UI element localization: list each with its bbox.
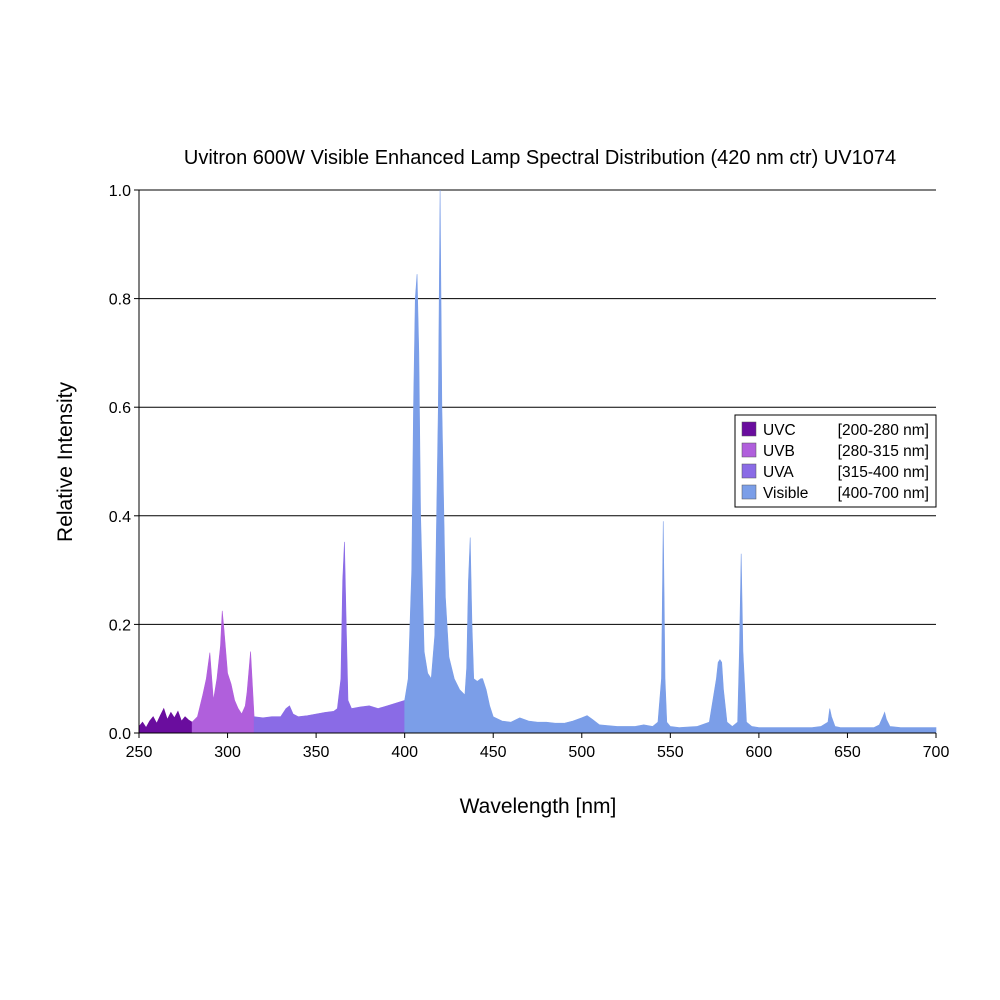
x-axis-label: Wavelength [nm] <box>460 795 617 818</box>
x-tick-label: 500 <box>568 744 595 761</box>
series-area-uvc <box>138 707 193 734</box>
y-tick-label: 0.8 <box>109 292 131 309</box>
y-tick-label: 0.4 <box>109 509 131 526</box>
series-area-uvb <box>191 610 255 734</box>
series-area-visible <box>404 189 937 734</box>
y-tick-label: 0.0 <box>109 726 131 743</box>
y-tick-label: 1.0 <box>109 183 131 200</box>
legend-swatch-uva <box>741 463 757 479</box>
x-tick-labels: 250 300 350 400 450 500 550 600 650 700 <box>126 733 950 761</box>
legend-box <box>734 414 937 508</box>
axes <box>138 190 936 734</box>
chart-title: Uvitron 600W Visible Enhanced Lamp Spect… <box>184 147 896 169</box>
legend-name-visible: Visible <box>763 485 808 502</box>
x-tick-label: 400 <box>391 744 418 761</box>
series-area-uva <box>253 541 405 734</box>
legend-range-uvb: [280-315 nm] <box>838 443 929 460</box>
x-tick-label: 550 <box>657 744 684 761</box>
y-axis-label: Relative Intensity <box>54 382 77 542</box>
y-tick-labels: 0.0 0.2 0.4 0.6 0.8 1.0 <box>109 183 139 743</box>
y-tick-label: 0.2 <box>109 617 131 634</box>
x-tick-label: 650 <box>834 744 861 761</box>
x-tick-label: 450 <box>480 744 507 761</box>
series-areas <box>138 189 937 734</box>
legend-range-uva: [315-400 nm] <box>838 464 929 481</box>
x-tick-label: 600 <box>746 744 773 761</box>
grid-lines <box>139 189 936 625</box>
legend-name-uva: UVA <box>763 464 794 481</box>
x-tick-label: 250 <box>126 744 153 761</box>
x-tick-label: 700 <box>923 744 950 761</box>
legend-swatch-uvc <box>741 421 757 437</box>
legend-swatch-uvb <box>741 442 757 458</box>
legend-swatch-visible <box>741 484 757 500</box>
legend-range-uvc: [200-280 nm] <box>838 422 929 439</box>
x-tick-label: 350 <box>303 744 330 761</box>
legend-name-uvc: UVC <box>763 422 796 439</box>
x-tick-label: 300 <box>214 744 241 761</box>
legend-range-visible: [400-700 nm] <box>838 485 929 502</box>
legend: UVC [200-280 nm] UVB [280-315 nm] UVA [315-40… <box>734 414 937 508</box>
legend-name-uvb: UVB <box>763 443 795 460</box>
y-tick-label: 0.6 <box>109 400 131 417</box>
